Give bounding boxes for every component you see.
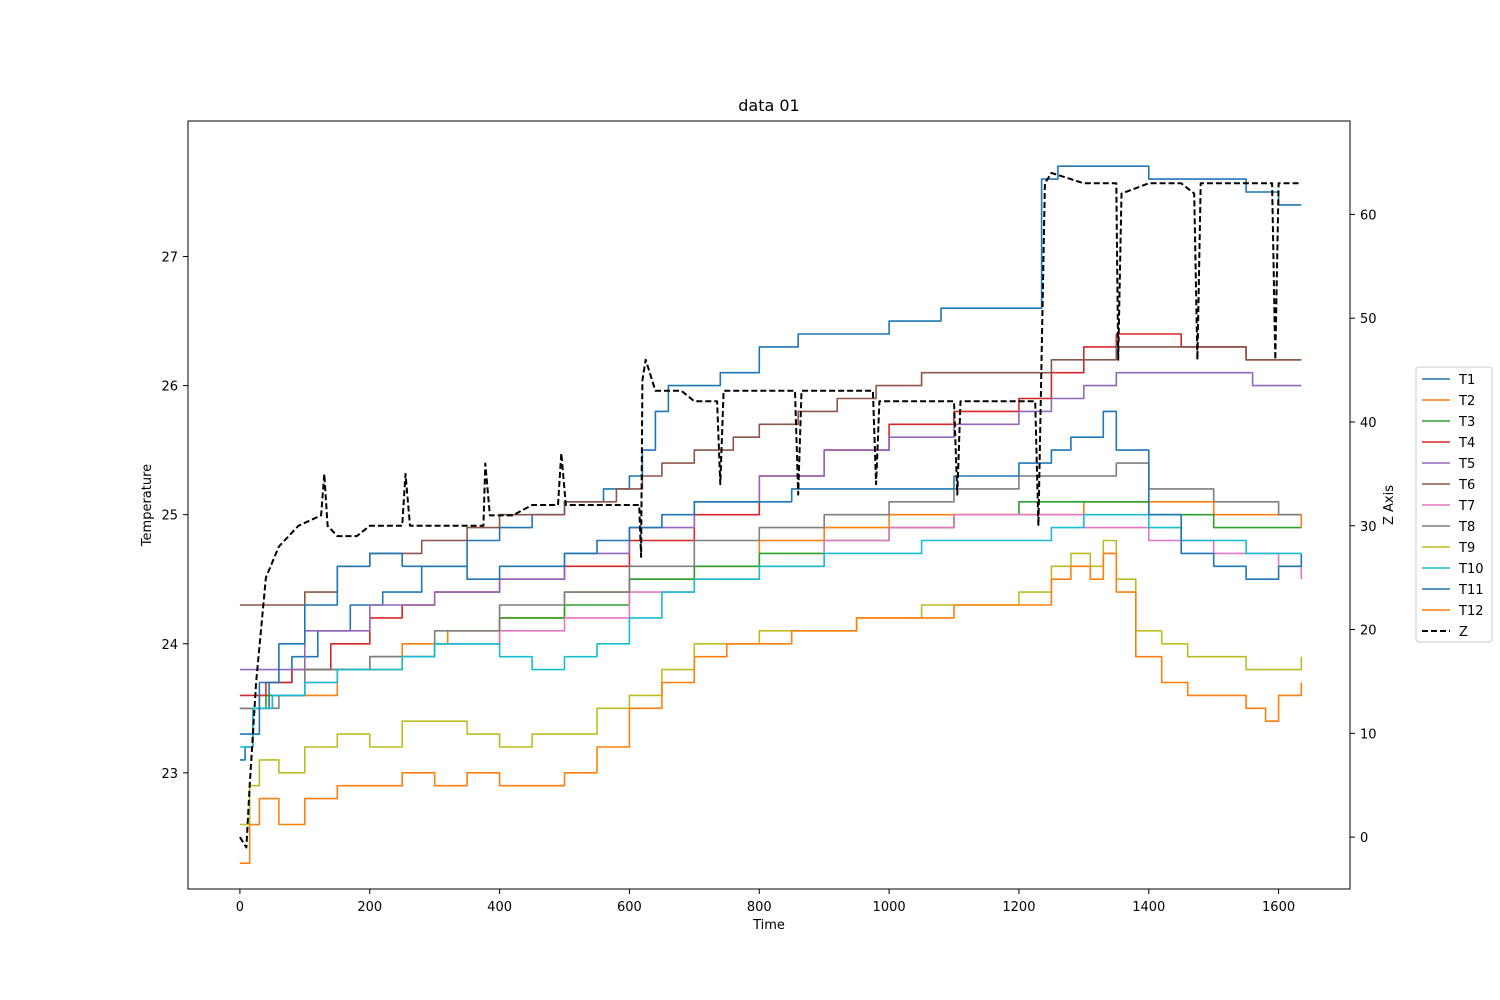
y2-tick-label: 0	[1360, 831, 1368, 846]
x-tick-label: 1400	[1132, 900, 1165, 915]
y-tick-label: 23	[161, 767, 178, 782]
series-line-t10	[239, 513, 1302, 748]
plot-frame	[187, 120, 1351, 890]
legend-label-t4: T4	[1458, 436, 1475, 451]
legend-label-t6: T6	[1458, 478, 1475, 493]
x-tick-label: 400	[487, 900, 512, 915]
chart-title: data 01	[738, 96, 799, 115]
legend-items: T1 T2 T3 T4 T5 T6 T7 T8 T9 T10 T11 T12 Z	[1422, 373, 1483, 640]
y2-axis-label: Z Axis	[1382, 485, 1397, 525]
y-tick-label: 27	[161, 251, 178, 266]
legend-label-t9: T9	[1458, 541, 1475, 556]
x-tick-label: 800	[747, 900, 772, 915]
y-tick-label: 25	[161, 509, 178, 524]
x-tick-label: 1600	[1262, 900, 1295, 915]
series-line-z	[239, 171, 1302, 849]
plot-background	[188, 121, 1350, 889]
plot-area	[187, 120, 1351, 890]
x-tick-label: 200	[357, 900, 382, 915]
y2-tick-label: 20	[1360, 624, 1377, 639]
legend-label-t10: T10	[1458, 562, 1483, 577]
y-axis-label: Temperature	[140, 464, 155, 547]
legend-label-t3: T3	[1458, 415, 1475, 430]
series-line-t4	[239, 333, 1302, 697]
series-line-t11	[239, 410, 1303, 735]
x-axis-label: Time	[752, 918, 785, 933]
y2-tick-label: 50	[1360, 312, 1377, 327]
series-line-t5	[239, 371, 1302, 671]
series-line-t9	[239, 539, 1303, 826]
y2-tick-label: 30	[1360, 520, 1377, 535]
x-tick-label: 1000	[873, 900, 906, 915]
legend-label-t1: T1	[1458, 373, 1475, 388]
legend-label-t5: T5	[1458, 457, 1475, 472]
x-axis: 0 200 400 600 800 1000 1200 1400 1600	[236, 889, 1295, 915]
legend-label-z: Z	[1459, 625, 1468, 640]
y-axis-left: 23 24 25 26 27	[161, 251, 188, 782]
y2-tick-label: 60	[1360, 208, 1377, 223]
x-tick-label: 0	[236, 900, 244, 915]
legend-label-t11: T11	[1458, 583, 1483, 598]
y-tick-label: 26	[161, 380, 178, 395]
series-layer	[239, 165, 1303, 864]
series-line-t12	[239, 552, 1303, 864]
legend-label-t8: T8	[1458, 520, 1475, 535]
y2-tick-label: 40	[1360, 416, 1377, 431]
x-tick-label: 1200	[1002, 900, 1035, 915]
legend-label-t12: T12	[1458, 604, 1483, 619]
y-tick-label: 24	[161, 638, 178, 653]
legend-label-t7: T7	[1458, 499, 1475, 514]
x-tick-label: 600	[617, 900, 642, 915]
legend: T1 T2 T3 T4 T5 T6 T7 T8 T9 T10 T11 T12 Z	[1415, 366, 1493, 643]
legend-label-t2: T2	[1458, 394, 1475, 409]
legend-frame	[1415, 366, 1493, 643]
y2-tick-label: 10	[1360, 727, 1377, 742]
y-axis-right: 0 10 20 30 40 50 60	[1350, 208, 1377, 846]
